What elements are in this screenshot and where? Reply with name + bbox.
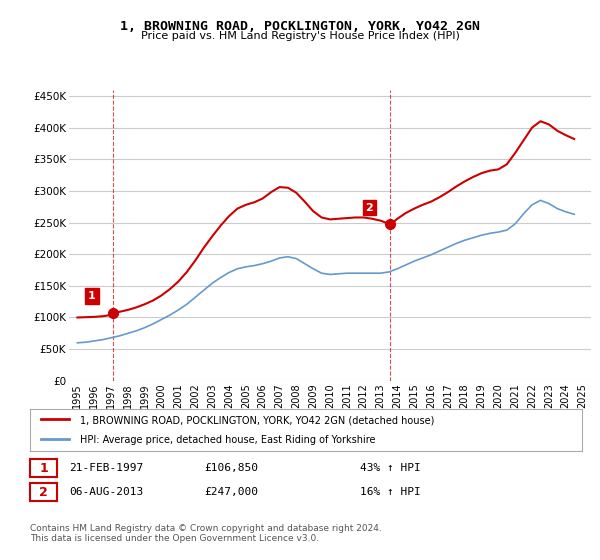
Text: 1: 1 bbox=[39, 461, 48, 475]
Text: 21-FEB-1997: 21-FEB-1997 bbox=[69, 463, 143, 473]
Text: 43% ↑ HPI: 43% ↑ HPI bbox=[360, 463, 421, 473]
Text: 1: 1 bbox=[88, 291, 96, 301]
Text: £247,000: £247,000 bbox=[204, 487, 258, 497]
Text: £106,850: £106,850 bbox=[204, 463, 258, 473]
Text: 1, BROWNING ROAD, POCKLINGTON, YORK, YO42 2GN: 1, BROWNING ROAD, POCKLINGTON, YORK, YO4… bbox=[120, 20, 480, 32]
Text: 2: 2 bbox=[39, 486, 48, 499]
Text: Contains HM Land Registry data © Crown copyright and database right 2024.
This d: Contains HM Land Registry data © Crown c… bbox=[30, 524, 382, 543]
Text: 1, BROWNING ROAD, POCKLINGTON, YORK, YO42 2GN (detached house): 1, BROWNING ROAD, POCKLINGTON, YORK, YO4… bbox=[80, 415, 434, 425]
Text: 2: 2 bbox=[365, 203, 373, 213]
Text: Price paid vs. HM Land Registry's House Price Index (HPI): Price paid vs. HM Land Registry's House … bbox=[140, 31, 460, 41]
Text: 16% ↑ HPI: 16% ↑ HPI bbox=[360, 487, 421, 497]
Text: 06-AUG-2013: 06-AUG-2013 bbox=[69, 487, 143, 497]
Text: HPI: Average price, detached house, East Riding of Yorkshire: HPI: Average price, detached house, East… bbox=[80, 435, 375, 445]
